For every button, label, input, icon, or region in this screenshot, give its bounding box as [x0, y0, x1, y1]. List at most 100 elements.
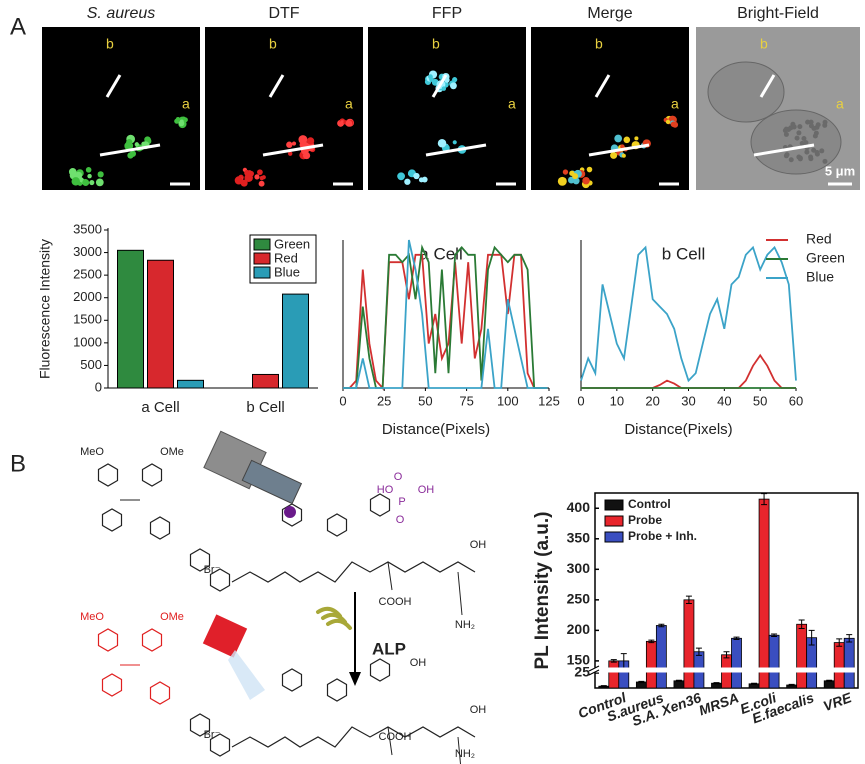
- granule: [788, 157, 794, 163]
- chem-label: COOH: [379, 596, 412, 608]
- legend-label: Red: [806, 231, 832, 247]
- x-tick-label: 20: [645, 393, 659, 408]
- fluorescent-spot: [85, 167, 92, 173]
- fluorescent-spot: [450, 82, 457, 90]
- bar: [147, 259, 174, 389]
- ring: [326, 513, 348, 537]
- granule: [796, 130, 802, 136]
- y-tick-label: 1500: [73, 312, 102, 327]
- fluorescent-spot: [89, 179, 95, 186]
- ring: [97, 628, 119, 652]
- ring: [326, 678, 348, 702]
- bar: [177, 379, 204, 389]
- ring: [281, 503, 303, 527]
- granule: [808, 119, 814, 125]
- ring: [369, 493, 391, 517]
- line-series: [580, 245, 797, 383]
- cell-label: b: [432, 36, 440, 52]
- cell-label: a: [508, 96, 516, 112]
- side-chain: [387, 561, 393, 591]
- error-bar: [723, 651, 730, 659]
- x-tick-label: 10: [610, 393, 624, 408]
- line-profile: [753, 143, 815, 157]
- chem-label: Br⁻: [204, 564, 221, 576]
- error-bar: [788, 683, 795, 687]
- chart-title: a Cell: [419, 244, 462, 263]
- arrow-head: [349, 672, 361, 686]
- line-profile: [105, 74, 122, 98]
- fluorescent-spot: [586, 166, 593, 173]
- granule: [819, 148, 825, 154]
- legend-label: Green: [806, 250, 845, 266]
- y-tick-label: 3000: [73, 244, 102, 259]
- chem-label: OH: [470, 704, 487, 716]
- ring: [369, 658, 391, 682]
- x-tick-label: 30: [681, 393, 695, 408]
- granule: [804, 149, 810, 155]
- y-axis-label: Fluorescence Intensity: [37, 239, 53, 379]
- fluorescent-spot: [257, 169, 263, 176]
- error-bar: [761, 493, 768, 506]
- image-title: Bright-Field: [737, 5, 819, 22]
- fluorescent-spot: [254, 174, 260, 180]
- line-profile: [431, 74, 448, 98]
- error-bar: [658, 623, 665, 628]
- y-tick-label: 500: [80, 357, 102, 372]
- fluorescent-spot: [82, 179, 90, 187]
- light-beam: [228, 650, 265, 700]
- legend-swatch: [253, 238, 271, 251]
- error-bar: [685, 595, 692, 605]
- y-tick-label: 250: [567, 591, 591, 607]
- chem-label: O: [394, 471, 403, 483]
- y-tick-label: 0: [95, 379, 102, 394]
- legend-label: Green: [274, 236, 310, 251]
- error-bar: [638, 680, 645, 684]
- image-title: S. aureus: [87, 5, 155, 22]
- legend-swatch: [253, 266, 271, 279]
- fluorescent-spot: [258, 180, 265, 187]
- light-spot: [284, 506, 296, 518]
- x-tick-label: 25: [377, 393, 391, 408]
- fluorescence-image: [368, 27, 526, 190]
- chem-label: NH₂: [455, 748, 475, 760]
- ring: [209, 733, 231, 757]
- scale-bar-label: 5 μm: [825, 163, 855, 178]
- error-bar: [610, 659, 617, 663]
- fluorescent-spot: [441, 86, 447, 91]
- error-bar: [648, 639, 655, 644]
- fluorescent-spot: [404, 178, 411, 185]
- cell-label: b: [106, 36, 114, 52]
- error-bar: [808, 629, 815, 646]
- x-tick-label: 0: [577, 393, 584, 408]
- fluorescent-spot: [567, 176, 575, 184]
- fluorescent-spot: [286, 141, 293, 148]
- error-bar: [751, 682, 758, 685]
- fluorescent-spot: [614, 134, 623, 143]
- legend-label: Control: [628, 497, 671, 511]
- fluorescent-spot: [665, 119, 671, 125]
- side-chain: [457, 571, 463, 616]
- bar: [768, 634, 780, 689]
- bar: [843, 637, 855, 689]
- granule: [814, 150, 820, 156]
- bar: [796, 623, 808, 689]
- chem-label: NH₂: [455, 619, 475, 631]
- fluorescent-spot: [291, 141, 297, 146]
- fluorescent-spot: [302, 151, 311, 160]
- legend-swatch: [604, 515, 624, 527]
- y-tick-label: 1000: [73, 334, 102, 349]
- image-title: Merge: [587, 5, 632, 22]
- bar: [655, 625, 667, 689]
- error-bar: [695, 647, 702, 656]
- axis-break: [589, 667, 856, 673]
- bar: [282, 293, 309, 389]
- legend-label: Blue: [274, 264, 300, 279]
- fluorescent-spot: [582, 176, 590, 185]
- fluorescent-spot: [620, 144, 625, 149]
- x-tick-label: 100: [497, 393, 519, 408]
- bar: [252, 373, 279, 389]
- granule: [783, 131, 789, 137]
- legend-label: Blue: [806, 269, 834, 285]
- fluorescent-spot: [87, 173, 92, 179]
- legend-swatch: [604, 531, 624, 543]
